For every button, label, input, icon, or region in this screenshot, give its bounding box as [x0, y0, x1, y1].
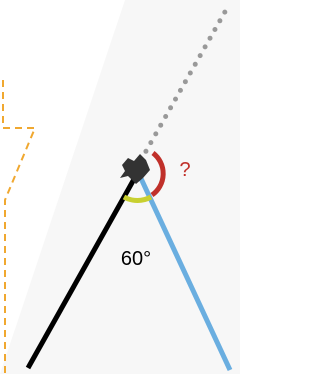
angle-label: 60° [121, 248, 151, 270]
diagram: ? 60° [0, 0, 240, 374]
unknown-label: ? [179, 159, 190, 181]
